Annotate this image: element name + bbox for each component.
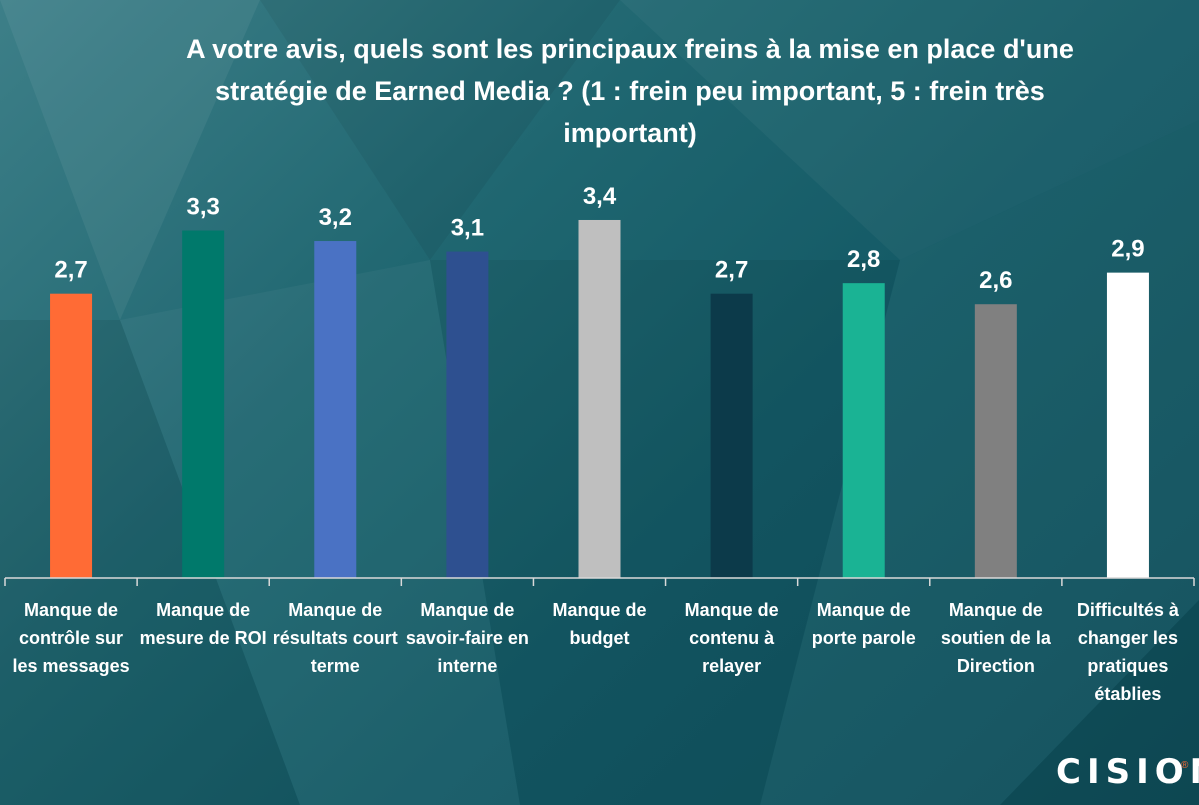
bar (446, 251, 489, 578)
data-label: 3,3 (186, 194, 219, 221)
bar (974, 304, 1017, 578)
x-tick-label: Manque de budget (552, 600, 647, 648)
bar (50, 293, 93, 578)
bar (842, 283, 885, 578)
x-tick-label: Manque de mesure de ROI (139, 600, 267, 648)
bar (578, 219, 621, 579)
data-label: 2,9 (1111, 236, 1144, 263)
bar (710, 293, 753, 578)
cision-logo: CISION (1056, 752, 1199, 792)
data-label: 2,6 (979, 267, 1012, 294)
x-tick-label: Manque de contenu à relayer (684, 600, 779, 676)
x-tick-label: Difficultés à changer les pratiques étab… (1076, 600, 1179, 704)
data-label: 3,1 (451, 215, 484, 242)
data-label: 2,8 (847, 246, 880, 273)
bar (1106, 272, 1149, 578)
data-label: 3,2 (319, 204, 352, 231)
x-tick-label: Manque de porte parole (811, 600, 916, 648)
data-label: 3,4 (583, 183, 617, 210)
x-tick-label: Manque de contrôle sur les messages (12, 600, 130, 676)
chart-title: A votre avis, quels sont les principaux … (186, 34, 1074, 148)
bar (314, 241, 357, 579)
data-label: 2,7 (715, 257, 748, 284)
bar (182, 230, 225, 578)
registered-mark: ® (1181, 760, 1189, 771)
x-tick-label: Manque de soutien de la Direction (940, 600, 1051, 676)
x-tick-label: Manque de résultats court terme (272, 600, 398, 676)
x-tick-label: Manque de savoir-faire en interne (405, 600, 529, 676)
data-label: 2,7 (54, 257, 87, 284)
